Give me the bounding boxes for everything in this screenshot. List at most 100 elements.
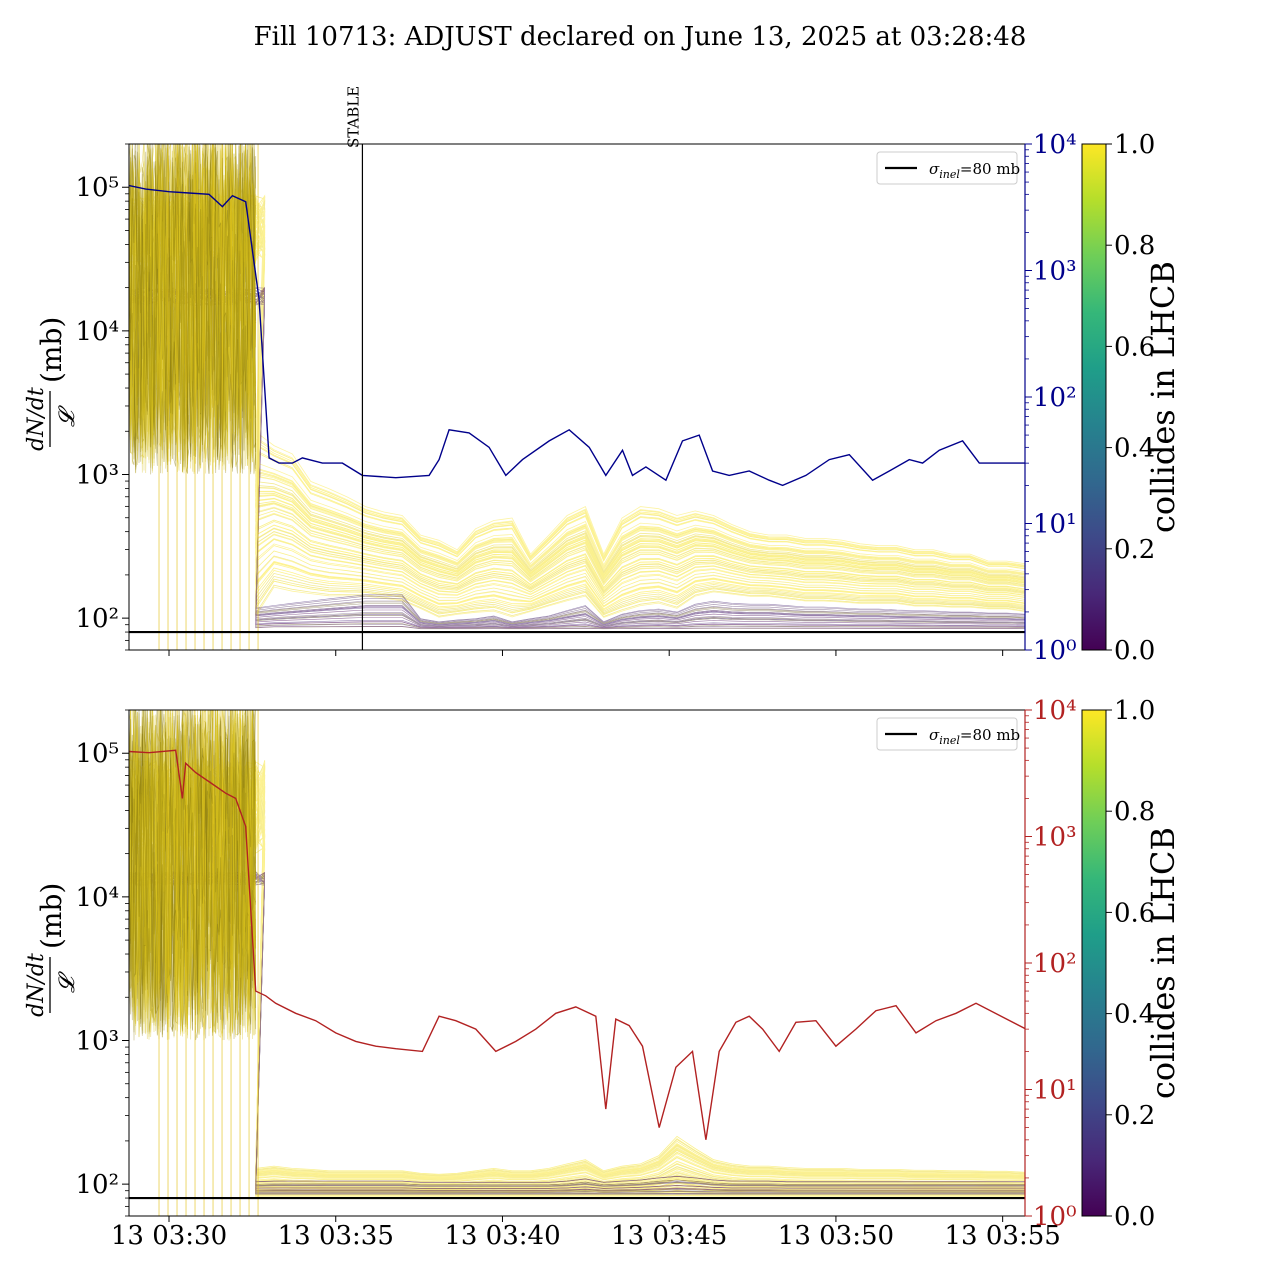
early-line [129, 710, 257, 1036]
early-line [129, 710, 257, 1041]
early-line [129, 144, 257, 474]
colorbar-tick-label: 0.2 [1114, 535, 1155, 565]
bundle-line [129, 760, 1025, 1185]
panel-top: STABLE 10² 10³ 10⁴ 10⁵ 10⁰ 10¹ 10² 10³ 10⁴ dN/dt 𝓛 (… [24, 86, 1182, 666]
early-line [129, 144, 257, 474]
colorbar-tick-label: 0.6 [1114, 332, 1155, 362]
y-left-tick-label: 10³ [75, 461, 119, 491]
colorbar-tick-label: 1.0 [1114, 696, 1155, 726]
early-line [129, 144, 257, 469]
colorbar-tick-label: 0.0 [1114, 1202, 1155, 1232]
y-right-tick-label: 10⁴ [1033, 130, 1077, 160]
bundle-line [129, 199, 1025, 584]
y-right-tick-label: 10³ [1033, 823, 1077, 853]
early-line [129, 710, 257, 1036]
bundle-line [129, 195, 1025, 615]
early-line [129, 144, 257, 471]
bundle-lines-collides [129, 192, 1025, 618]
bundle-line [129, 197, 1025, 566]
early-line [129, 144, 257, 474]
y-left-label: dN/dt 𝓛 (mb) [24, 883, 80, 1017]
early-line [129, 710, 256, 1038]
y-right-tick-label: 10¹ [1033, 510, 1077, 540]
bundle-line [129, 762, 1025, 1182]
early-line [129, 710, 257, 1036]
early-line [129, 144, 257, 463]
y-right-tick-label: 10⁰ [1033, 636, 1077, 666]
early-dense-block [129, 144, 257, 475]
early-line [129, 144, 257, 464]
early-line [129, 144, 257, 471]
early-line [129, 710, 257, 1034]
plot-area-top [129, 144, 1025, 650]
early-line [129, 144, 257, 469]
bundle-line [129, 871, 1025, 1191]
bundle-line [129, 196, 1025, 588]
early-line [129, 710, 256, 1031]
y-right-tick-label: 10⁴ [1033, 696, 1077, 726]
early-line [129, 710, 257, 1040]
y-left-tick-label: 10² [75, 1170, 119, 1200]
early-line [129, 710, 257, 1040]
bundle-line [129, 871, 1025, 1189]
bundle-line [129, 193, 1025, 570]
bundle-line [129, 287, 1025, 625]
y-label-numerator: dN/dt [24, 387, 49, 451]
bundle-line [129, 201, 1025, 608]
bundle-line [129, 287, 1025, 629]
y-right-tick-label: 10³ [1033, 257, 1077, 287]
early-line [129, 710, 257, 1034]
colorbar-tick-label: 0.4 [1114, 1000, 1155, 1030]
bundle-line [129, 767, 1025, 1180]
bundle-lines-non-colliding [129, 286, 1025, 630]
bundle-line [129, 760, 1025, 1176]
bundle-line [129, 195, 1025, 581]
early-line [129, 710, 257, 1037]
bundle-line [129, 198, 1025, 607]
early-line [129, 710, 257, 1033]
early-line [129, 144, 257, 466]
bundle-line [129, 871, 1025, 1194]
early-line [129, 710, 257, 1038]
colorbar-tick-label: 0.0 [1114, 636, 1155, 666]
colorbar: 0.0 0.2 0.4 0.6 0.8 1.0 collides in LHCB [1081, 696, 1182, 1232]
bundle-line [129, 871, 1025, 1193]
plot-area-bottom [129, 710, 1025, 1216]
early-line [129, 710, 257, 1040]
early-line [129, 710, 257, 1037]
stable-label: STABLE [344, 86, 362, 148]
early-line [129, 144, 257, 473]
early-line [129, 144, 257, 471]
early-line [129, 710, 257, 1037]
y-right-tick-label: 10⁰ [1033, 1202, 1077, 1232]
bundle-line [129, 196, 1025, 611]
colorbar-gradient [1081, 143, 1107, 651]
bundle-line [129, 199, 1025, 602]
early-line [129, 710, 257, 1039]
bundle-lines-non-colliding [129, 871, 1025, 1195]
bundle-line [129, 196, 1025, 581]
early-line [129, 710, 257, 1041]
bundle-line [129, 764, 1025, 1197]
bundle-line [129, 200, 1025, 597]
early-line [129, 710, 257, 1041]
y-left-tick-label: 10² [75, 604, 119, 634]
x-tick-label: 13 03:35 [278, 1221, 394, 1251]
colorbar-tick-label: 0.6 [1114, 898, 1155, 928]
legend-symbol: σ [929, 160, 940, 178]
bundle-line [129, 199, 1025, 568]
x-tick-label: 13 03:40 [444, 1221, 560, 1251]
bundle-line [129, 871, 1025, 1191]
early-line [129, 710, 257, 1040]
early-line [129, 710, 257, 1025]
early-line [129, 144, 257, 474]
early-line [129, 144, 257, 475]
y-left-tick-label: 10⁵ [75, 739, 119, 769]
early-line [129, 144, 257, 469]
early-line [129, 144, 257, 474]
colorbar-tick-label: 1.0 [1114, 130, 1155, 160]
bundle-line [129, 195, 1025, 566]
y-left-tick-label: 10⁴ [75, 883, 119, 913]
early-line [129, 144, 257, 466]
